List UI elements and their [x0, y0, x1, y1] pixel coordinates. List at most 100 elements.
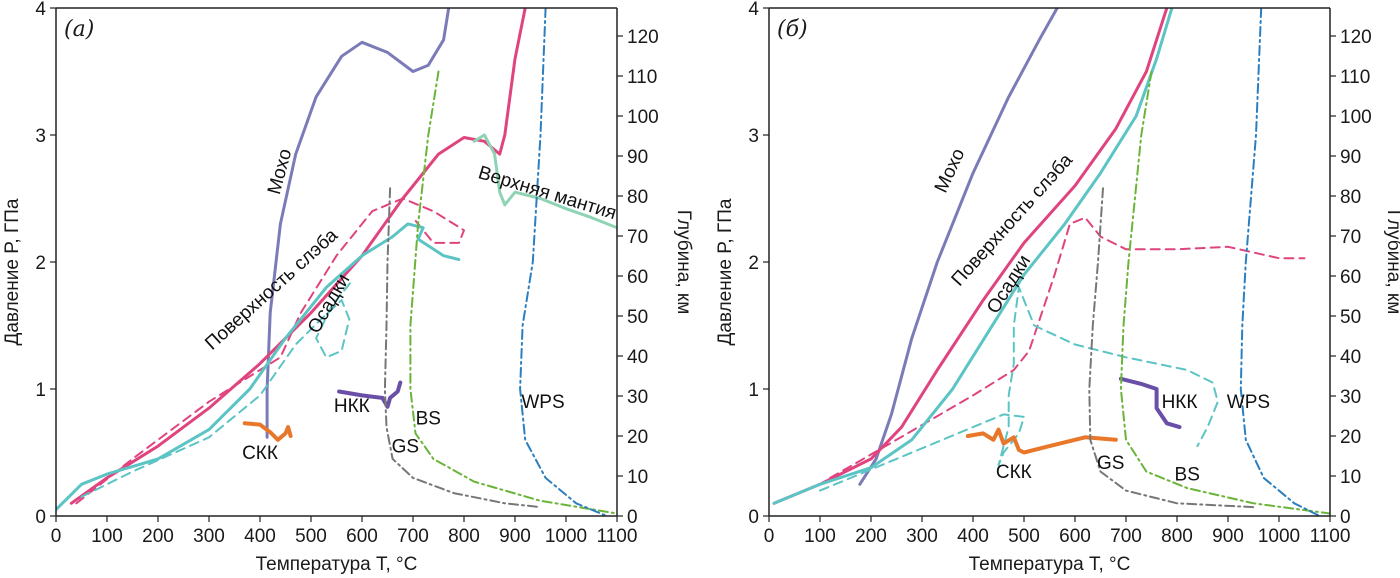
- y2-tick-label: 90: [627, 147, 648, 168]
- x-tick-label: 600: [1059, 526, 1091, 547]
- y-tick-label: 3: [748, 126, 759, 147]
- curve-annotation: СКК: [996, 462, 1032, 483]
- y-tick-label: 4: [748, 0, 759, 20]
- y2-tick-label: 40: [1340, 347, 1361, 368]
- y2-tick-label: 110: [1340, 67, 1370, 88]
- x-tick-label: 200: [142, 526, 174, 547]
- x-tick-label: 300: [906, 526, 938, 547]
- x-tick-label: 400: [957, 526, 989, 547]
- series-line-moho: [858, 8, 1059, 486]
- panel-label: (a): [64, 17, 94, 42]
- x-tick-label: 900: [499, 526, 531, 547]
- x-tick-label: 600: [346, 526, 378, 547]
- panel-b: 0 100 200 300 400 500 600 700 800 900 1000 11000123…: [715, 0, 1400, 575]
- y2-tick-label: 0: [1340, 507, 1351, 528]
- x-tick-label: 300: [193, 526, 225, 547]
- curve-annotation: Верхняя мантия: [476, 162, 619, 224]
- x-tick-label: 1100: [597, 526, 638, 547]
- series-line-upper-mantle: [472, 133, 617, 230]
- y2-tick-label: 10: [1340, 467, 1361, 488]
- series-line-slab-surface-alt: [75, 197, 465, 505]
- series-line-gs: [383, 187, 542, 509]
- x-tick-label: 1100: [1310, 526, 1351, 547]
- x-tick-label: 500: [295, 526, 327, 547]
- y2-tick-label: 20: [627, 427, 648, 448]
- x-tick-label: 800: [1161, 526, 1193, 547]
- y2-tick-label: 10: [627, 467, 648, 488]
- x-tick-label: 400: [244, 526, 276, 547]
- y2-tick-label: 110: [627, 67, 657, 88]
- y2-tick-label: 60: [1340, 267, 1361, 288]
- x-tick-label: 100: [804, 526, 836, 547]
- series-line-sediments-alt: [819, 286, 1219, 492]
- x-tick-label: 0: [764, 526, 775, 547]
- curve-annotation: НКК: [334, 396, 370, 417]
- series-line-скк: [242, 421, 293, 442]
- y-axis-title: Давление P, ГПа: [2, 198, 23, 345]
- y2-tick-label: 30: [1340, 387, 1361, 408]
- series-line-moho: [265, 8, 451, 439]
- y2-tick-label: 0: [627, 507, 638, 528]
- y2-tick-label: 90: [1340, 147, 1361, 168]
- y2-tick-label: 100: [627, 107, 659, 128]
- x-tick-label: 900: [1212, 526, 1244, 547]
- x-axis-title: Температура T, °C: [256, 554, 418, 575]
- y2-tick-label: 40: [627, 347, 648, 368]
- x-axis-title: Температура T, °C: [969, 554, 1131, 575]
- x-tick-label: 0: [51, 526, 62, 547]
- y-tick-label: 0: [35, 507, 46, 528]
- series-line-нкк: [1118, 376, 1182, 430]
- x-tick-label: 700: [397, 526, 429, 547]
- y2-tick-label: 50: [627, 307, 648, 328]
- curve-annotation: GS: [1097, 453, 1124, 474]
- y-tick-label: 4: [35, 0, 46, 20]
- y-tick-label: 0: [748, 507, 759, 528]
- x-tick-label: 1000: [545, 526, 587, 547]
- curve-annotation: WPS: [1227, 392, 1270, 413]
- y-tick-label: 3: [35, 126, 46, 147]
- y2-axis-title: Глубина, км: [1383, 210, 1400, 315]
- series-line-sediments-alt: [80, 280, 353, 498]
- series-group: [772, 8, 1330, 516]
- y2-tick-label: 120: [627, 27, 659, 48]
- series-line-wps: [1239, 8, 1321, 516]
- series-line-slab-surface: [772, 8, 1169, 505]
- y2-tick-label: 50: [1340, 307, 1361, 328]
- series-line-нкк: [337, 380, 403, 409]
- series-line-slab-surface-alt: [829, 216, 1306, 479]
- curve-annotation: Мохо: [931, 145, 970, 196]
- series-line-wps: [519, 8, 608, 516]
- curve-annotation: НКК: [1162, 392, 1198, 413]
- y2-tick-label: 20: [1340, 427, 1361, 448]
- x-tick-label: 700: [1110, 526, 1142, 547]
- series-line-sediments: [56, 222, 461, 512]
- series-line-bs: [1119, 70, 1330, 515]
- curve-annotation: СКК: [242, 443, 278, 464]
- x-tick-label: 100: [91, 526, 123, 547]
- y2-tick-label: 60: [627, 267, 648, 288]
- y-tick-label: 1: [748, 380, 759, 401]
- y2-tick-label: 70: [627, 227, 648, 248]
- x-tick-label: 200: [855, 526, 887, 547]
- y-tick-label: 1: [35, 380, 46, 401]
- y2-axis-title: Глубина, км: [673, 210, 694, 315]
- series-line-bs: [409, 70, 617, 515]
- y2-tick-label: 100: [1340, 107, 1372, 128]
- curve-annotation: WPS: [521, 392, 564, 413]
- y2-tick-label: 120: [1340, 27, 1372, 48]
- y2-tick-label: 70: [1340, 227, 1361, 248]
- series-group: [56, 8, 617, 516]
- series-line-sediments: [772, 8, 1174, 505]
- series-line-gs: [1088, 187, 1255, 509]
- x-tick-label: 800: [448, 526, 480, 547]
- x-tick-label: 500: [1008, 526, 1040, 547]
- y-tick-label: 2: [748, 253, 759, 274]
- curve-annotation: BS: [416, 409, 441, 430]
- y2-tick-label: 30: [627, 387, 648, 408]
- curve-annotation: GS: [392, 437, 419, 458]
- panel-a: 0 100 200 300 400 500 600 700 800 900 1000 11000123…: [2, 0, 694, 575]
- y2-tick-label: 80: [1340, 187, 1361, 208]
- curve-annotation: BS: [1175, 464, 1200, 485]
- y2-tick-label: 80: [627, 187, 648, 208]
